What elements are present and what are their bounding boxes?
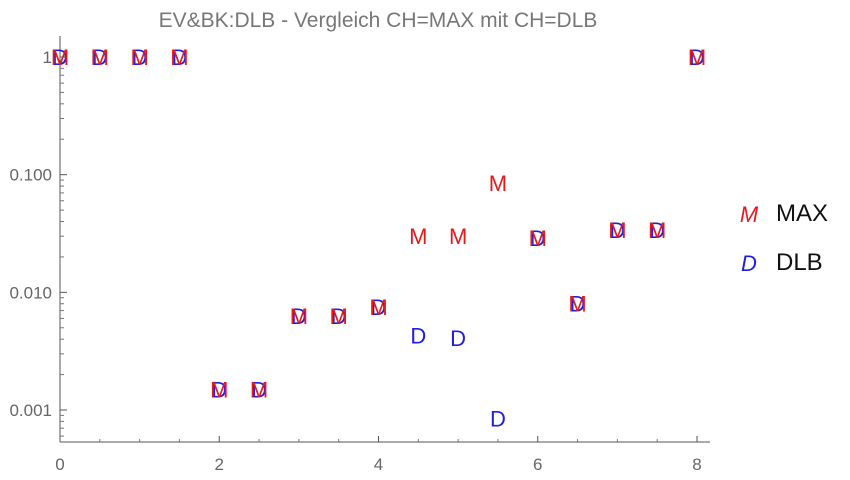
point-dlb: D <box>132 45 148 70</box>
point-max: M <box>210 377 228 402</box>
point-dlb: D <box>410 323 426 348</box>
x-tick-label: 4 <box>374 455 383 474</box>
point-dlb: D <box>291 304 307 329</box>
point-dlb: D <box>490 406 506 431</box>
point-dlb: D <box>371 295 387 320</box>
point-max: M <box>250 377 268 402</box>
point-dlb: D <box>450 326 466 351</box>
point-dlb: D <box>570 292 586 317</box>
point-dlb: D <box>689 45 705 70</box>
y-tick-label: 0.100 <box>9 166 52 185</box>
legend-symbol-max: M <box>740 202 759 227</box>
legend-label-max: MAX <box>776 200 828 227</box>
point-dlb: D <box>52 45 68 70</box>
y-tick-label: 0.001 <box>9 401 52 420</box>
axis-ticks: 0 2 4 6 8 0.001 0.010 0.100 1 <box>9 48 701 474</box>
y-tick-label: 0.010 <box>9 283 52 302</box>
point-dlb: D <box>331 304 347 329</box>
point-max: M <box>51 45 69 70</box>
x-tick-label: 8 <box>692 455 701 474</box>
point-max: M <box>91 45 109 70</box>
x-tick-label: 0 <box>55 455 64 474</box>
point-max: M <box>330 304 348 329</box>
point-max: M <box>170 45 188 70</box>
y-tick-label: 1 <box>43 48 52 67</box>
point-max: M <box>449 224 467 249</box>
point-max: M <box>688 45 706 70</box>
x-tick-label: 2 <box>215 455 224 474</box>
legend-label-dlb: DLB <box>776 249 823 276</box>
point-dlb: D <box>211 377 227 402</box>
legend: M MAX D DLB <box>740 200 828 276</box>
chart-title: EV&BK:DLB - Vergleich CH=MAX mit CH=DLB <box>159 9 598 32</box>
point-max: M <box>529 226 547 251</box>
point-max: M <box>568 292 586 317</box>
point-dlb: D <box>609 218 625 243</box>
point-max: M <box>130 45 148 70</box>
point-max: M <box>648 218 666 243</box>
point-max: M <box>409 224 427 249</box>
point-max: M <box>290 304 308 329</box>
point-max: M <box>369 295 387 320</box>
point-dlb: D <box>251 377 267 402</box>
x-tick-label: 6 <box>533 455 542 474</box>
point-max: M <box>608 218 626 243</box>
point-dlb: D <box>530 226 546 251</box>
legend-symbol-dlb: D <box>741 251 757 276</box>
point-dlb: D <box>649 218 665 243</box>
point-dlb: D <box>92 45 108 70</box>
point-max: M <box>489 171 507 196</box>
point-dlb: D <box>171 45 187 70</box>
